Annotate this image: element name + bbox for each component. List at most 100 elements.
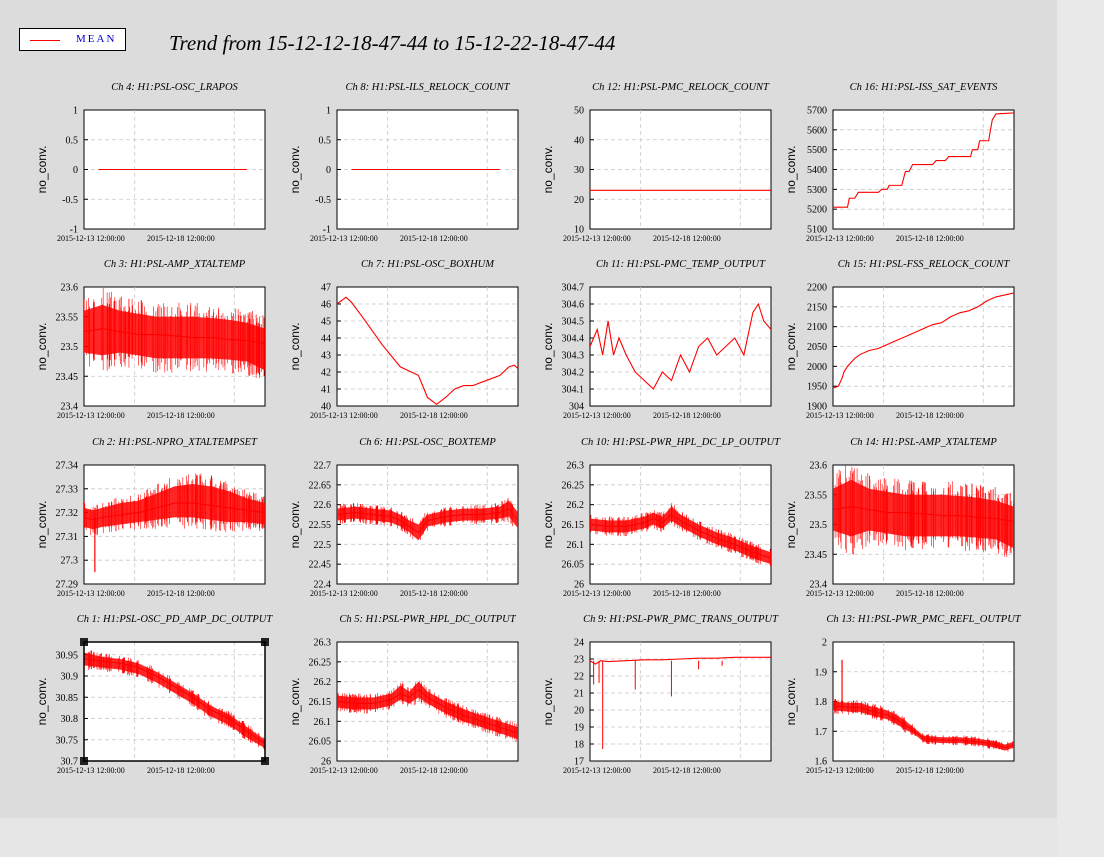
y-tick-label: 26 bbox=[574, 580, 584, 591]
series-line bbox=[833, 506, 1014, 523]
y-tick-label: 26.05 bbox=[309, 737, 332, 748]
chart-panel-1[interactable]: Ch 4: H1:PSL-OSC_LRAPOS10.50-0.5-12015-1… bbox=[35, 82, 266, 243]
y-tick-label: 1900 bbox=[807, 402, 827, 413]
chart-panel-9[interactable]: Ch 2: H1:PSL-NPRO_XTALTEMPSET 27.34 27.33 2… bbox=[35, 437, 266, 598]
right-margin bbox=[1057, 0, 1104, 857]
y-tick-label: 20 bbox=[574, 195, 584, 206]
y-axis-label: no_conv. bbox=[541, 678, 555, 726]
x-tick-label: 2015-12-18 12:00:00 bbox=[400, 234, 468, 243]
x-tick-label: 2015-12-18 12:00:00 bbox=[896, 411, 964, 420]
chart-panel-4[interactable]: Ch 16: H1:PSL-ISS_SAT_EVENTS 5700 5600 5500… bbox=[784, 82, 1015, 243]
chart-panel-15[interactable]: Ch 9: H1:PSL-PWR_PMC_TRANS_OUTPUT 24 23 22 2… bbox=[541, 614, 779, 775]
chart-panel-6[interactable]: Ch 7: H1:PSL-OSC_BOXHUM47464544434241402… bbox=[288, 259, 519, 420]
chart-panel-13[interactable]: Ch 1: H1:PSL-OSC_PD_AMP_DC_OUTPUT 30.95 30… bbox=[35, 614, 273, 775]
y-tick-label: 45 bbox=[321, 317, 331, 328]
y-tick-label: 22.7 bbox=[314, 461, 332, 472]
y-tick-label: 22.45 bbox=[309, 560, 332, 571]
chart-title: Ch 10: H1:PSL-PWR_HPL_DC_LP_OUTPUT bbox=[581, 437, 781, 448]
chart-panel-5[interactable]: Ch 3: H1:PSL-AMP_XTALTEMP 23.6 23.55 23.5 23… bbox=[35, 259, 266, 420]
y-tick-label: -0.5 bbox=[315, 195, 331, 206]
y-axis-label: no_conv. bbox=[541, 501, 555, 549]
y-tick-label: 5600 bbox=[807, 125, 827, 136]
y-tick-label: 0.5 bbox=[66, 135, 79, 146]
y-tick-label: 5400 bbox=[807, 165, 827, 176]
chart-title: Ch 7: H1:PSL-OSC_BOXHUM bbox=[361, 259, 495, 270]
y-axis-label: no_conv. bbox=[541, 146, 555, 194]
y-tick-label: 26.15 bbox=[309, 697, 332, 708]
chart-title: Ch 1: H1:PSL-OSC_PD_AMP_DC_OUTPUT bbox=[77, 614, 274, 625]
x-tick-label: 2015-12-18 12:00:00 bbox=[653, 766, 721, 775]
x-tick-label: 2015-12-18 12:00:00 bbox=[896, 766, 964, 775]
x-tick-label: 2015-12-18 12:00:00 bbox=[400, 411, 468, 420]
y-tick-label: 22.65 bbox=[309, 480, 332, 491]
chart-title: Ch 6: H1:PSL-OSC_BOXTEMP bbox=[359, 437, 496, 448]
x-tick-label: 2015-12-13 12:00:00 bbox=[806, 589, 874, 598]
y-tick-label: 23.5 bbox=[810, 520, 828, 531]
y-tick-label: 22.6 bbox=[314, 500, 332, 511]
chart-panel-3[interactable]: Ch 12: H1:PSL-PMC_RELOCK_COUNT 50 40 30 20 10… bbox=[541, 82, 772, 243]
noise-band bbox=[84, 484, 265, 530]
chart-panel-8[interactable]: Ch 15: H1:PSL-FSS_RELOCK_COUNT 2200 2150 21… bbox=[784, 259, 1015, 420]
chart-title: Ch 5: H1:PSL-PWR_HPL_DC_OUTPUT bbox=[339, 614, 516, 625]
y-tick-label: 2 bbox=[822, 638, 827, 649]
chart-panel-11[interactable]: Ch 10: H1:PSL-PWR_HPL_DC_LP_OUTPUT 26.3 26… bbox=[541, 437, 781, 598]
x-tick-label: 2015-12-18 12:00:00 bbox=[400, 766, 468, 775]
y-tick-label: 46 bbox=[321, 300, 331, 311]
x-tick-label: 2015-12-18 12:00:00 bbox=[653, 589, 721, 598]
y-tick-label: 2200 bbox=[807, 283, 827, 294]
series-line bbox=[337, 507, 518, 534]
y-tick-label: 43 bbox=[321, 351, 331, 362]
series-line bbox=[590, 656, 771, 665]
y-tick-label: 304.4 bbox=[562, 334, 585, 345]
y-tick-label: 304.1 bbox=[562, 385, 585, 396]
y-tick-label: 26.3 bbox=[314, 638, 332, 649]
y-tick-label: 27.31 bbox=[56, 532, 79, 543]
x-tick-label: 2015-12-18 12:00:00 bbox=[896, 589, 964, 598]
y-tick-label: 10 bbox=[574, 225, 584, 236]
y-tick-label: 23.4 bbox=[61, 402, 79, 413]
y-tick-label: 1.8 bbox=[815, 697, 828, 708]
y-tick-label: 30.75 bbox=[56, 735, 79, 746]
y-tick-label: 5200 bbox=[807, 205, 827, 216]
y-axis-label: no_conv. bbox=[784, 678, 798, 726]
x-tick-label: 2015-12-18 12:00:00 bbox=[653, 234, 721, 243]
page-title: Trend from 15-12-12-18-47-44 to 15-12-22… bbox=[169, 31, 616, 55]
chart-panel-10[interactable]: Ch 6: H1:PSL-OSC_BOXTEMP 22.7 22.65 22.6 22.… bbox=[288, 437, 519, 598]
chart-title: Ch 2: H1:PSL-NPRO_XTALTEMPSET bbox=[92, 437, 258, 448]
y-tick-label: 27.29 bbox=[56, 580, 79, 591]
x-tick-label: 2015-12-13 12:00:00 bbox=[310, 411, 378, 420]
chart-panel-14[interactable]: Ch 5: H1:PSL-PWR_HPL_DC_OUTPUT 26.3 26.25 2… bbox=[288, 614, 519, 775]
y-axis-label: no_conv. bbox=[784, 501, 798, 549]
chart-title: Ch 9: H1:PSL-PWR_PMC_TRANS_OUTPUT bbox=[583, 614, 779, 625]
y-tick-label: 40 bbox=[574, 135, 584, 146]
y-tick-label: 41 bbox=[321, 385, 331, 396]
y-tick-label: 30.8 bbox=[61, 714, 79, 725]
x-tick-label: 2015-12-18 12:00:00 bbox=[653, 411, 721, 420]
legend[interactable]: MEAN bbox=[19, 28, 126, 51]
x-tick-label: 2015-12-13 12:00:00 bbox=[806, 234, 874, 243]
series-line bbox=[337, 296, 518, 405]
y-tick-label: 23.6 bbox=[810, 461, 828, 472]
x-tick-label: 2015-12-13 12:00:00 bbox=[310, 234, 378, 243]
chart-panel-16[interactable]: Ch 13: H1:PSL-PWR_PMC_REFL_OUTPUT 2 1.9 1.8… bbox=[784, 614, 1022, 775]
y-tick-label: 22.55 bbox=[309, 520, 332, 531]
y-tick-label: 5500 bbox=[807, 145, 827, 156]
y-tick-label: 17 bbox=[574, 757, 584, 768]
y-tick-label: 21 bbox=[574, 689, 584, 700]
y-tick-label: 304.6 bbox=[562, 300, 585, 311]
y-tick-label: 19 bbox=[574, 723, 584, 734]
chart-panel-12[interactable]: Ch 14: H1:PSL-AMP_XTALTEMP 23.6 23.55 23.5 2… bbox=[784, 437, 1015, 598]
chart-title: Ch 4: H1:PSL-OSC_LRAPOS bbox=[111, 82, 238, 93]
y-tick-label: 27.33 bbox=[56, 484, 79, 495]
y-tick-label: 27.3 bbox=[61, 556, 79, 567]
chart-panel-2[interactable]: Ch 8: H1:PSL-ILS_RELOCK_COUNT 1 0.5 0 -0.5 -1… bbox=[288, 82, 519, 243]
y-tick-label: 1.6 bbox=[815, 757, 828, 768]
y-tick-label: -1 bbox=[323, 225, 331, 236]
noise-band bbox=[84, 304, 265, 371]
y-tick-label: 22 bbox=[574, 672, 584, 683]
x-tick-label: 2015-12-13 12:00:00 bbox=[57, 589, 125, 598]
y-tick-label: 30.95 bbox=[56, 650, 79, 661]
y-tick-label: 2050 bbox=[807, 342, 827, 353]
chart-panel-7[interactable]: Ch 11: H1:PSL-PMC_TEMP_OUTPUT 304.7 304.6 3… bbox=[541, 259, 772, 420]
y-tick-label: 23.55 bbox=[805, 490, 828, 501]
